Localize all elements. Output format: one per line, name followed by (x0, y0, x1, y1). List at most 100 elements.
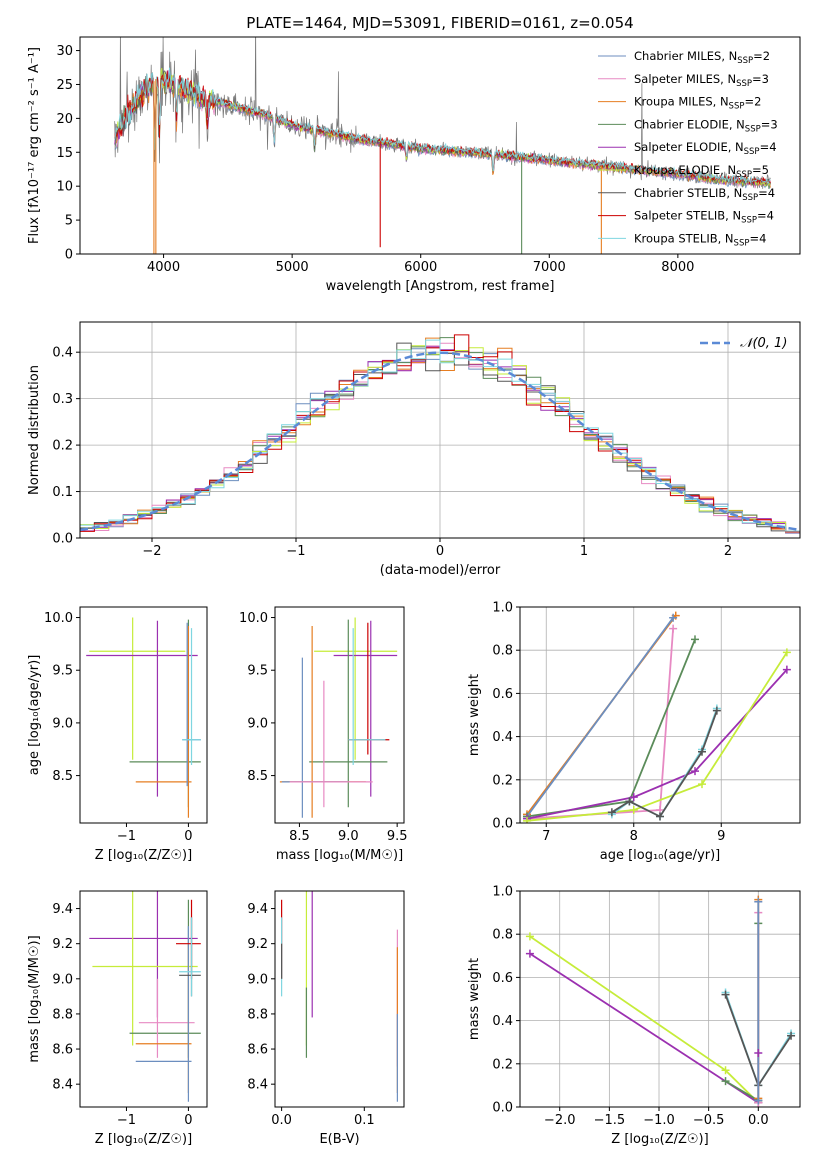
y-tick-label: 0.3 (52, 392, 73, 407)
y-tick-label: 8.5 (247, 769, 268, 784)
age-vs-mass-frame: 8.5 9.0 9.5 8.5 9.0 9.5 10.0 mass [log₁₀(M/M☉)] (239, 606, 408, 863)
y-tick-label: 0.2 (492, 773, 513, 788)
legend-name: Kroupa MILES, N (634, 95, 729, 109)
legend-name: Kroupa ELODIE, N (634, 163, 736, 177)
errorbar (89, 891, 198, 1018)
legend-name: Salpeter ELODIE, N (634, 140, 744, 154)
mass-weight-marker (625, 797, 634, 806)
mass-weight-marker (754, 897, 763, 906)
mass-weight-line (526, 651, 788, 822)
x-axis-label: Z [log₁₀(Z/Z☉)] (95, 848, 192, 863)
y-tick-label: 8.8 (52, 1007, 73, 1022)
y-tick-label: 0.8 (492, 644, 513, 659)
legend-subscript: SSP (736, 170, 752, 180)
spectrum-plot-area (114, 37, 771, 254)
mass-weight-marker (669, 613, 678, 622)
y-tick-label: 0.1 (52, 485, 73, 500)
y-tick-label: 9.4 (52, 902, 73, 917)
legend-value: =4 (758, 186, 775, 200)
mass-weight-marker (712, 706, 721, 715)
legend-entry: Salpeter STELIB, NSSP=4 (634, 209, 774, 226)
x-tick-label: 0 (184, 829, 192, 844)
legend-subscript: SSP (744, 147, 760, 157)
errorbar (281, 657, 349, 818)
y-axis-label: Flux [fλ10⁻¹⁷ erg cm⁻² s⁻¹ A⁻¹] (27, 47, 42, 244)
mass-weight-marker (691, 635, 699, 644)
x-tick-label: −2 (142, 544, 161, 559)
y-tick-label: 0.2 (492, 1057, 513, 1072)
mass-weight-marker (782, 648, 791, 657)
y-tick-label: 9.4 (247, 902, 268, 917)
legend-name: Salpeter STELIB, N (634, 209, 741, 223)
x-tick-label: 2 (724, 544, 732, 559)
mass-weight-marker (721, 1077, 730, 1086)
axes-frame (79, 890, 208, 1108)
y-axis-label: Normed distribution (27, 365, 42, 495)
legend-name: Chabrier ELODIE, N (634, 117, 745, 131)
x-tick-label: −1 (117, 1113, 136, 1128)
x-tick-label: −1 (117, 829, 136, 844)
y-tick-label: 8.4 (52, 1078, 73, 1093)
mass-weight-marker (754, 1049, 763, 1057)
mass-vs-EBV-frame: 0.0 0.1 8.4 8.6 8.8 9.0 9.2 9.4 E(B-V) (247, 890, 405, 1147)
legend-name: Salpeter MILES, N (634, 72, 736, 86)
y-tick-label: 8.8 (247, 1007, 268, 1022)
x-axis-label: mass [log₁₀(M/M☉)] (276, 848, 403, 863)
y-tick-label: 8.4 (247, 1078, 268, 1093)
legend-value: =4 (757, 209, 774, 223)
errorbar (289, 680, 373, 808)
age-vs-mass-plot-area (279, 617, 398, 818)
x-tick-label: 8000 (661, 260, 694, 275)
residuals-frame: −2 −1 0 1 2 0.0 0.1 0.2 0.3 0.4 (data-model)/error… (27, 321, 801, 578)
x-tick-label: 9.5 (387, 829, 408, 844)
mass-weight-marker (669, 624, 678, 633)
errorbar (129, 619, 201, 808)
x-tick-label: −2.0 (544, 1113, 576, 1128)
y-tick-label: 8.6 (247, 1043, 268, 1058)
x-tick-label: 0.1 (354, 1113, 375, 1128)
mass-weight-marker (721, 990, 730, 999)
mass-vs-Z-frame: −1 0 8.4 8.6 8.8 9.0 9.2 9.4 Z [log₁₀(Z/Z☉)] mass… (27, 890, 208, 1147)
errorbar (179, 917, 201, 997)
massweight-vs-Z-frame: −2.0 −1.5 −1.0 −0.5 0.0 0.0 0.2 0.4 0.6 0.8 1.0 Z [… (467, 885, 801, 1147)
y-tick-label: 0.6 (492, 971, 513, 986)
legend-name: Chabrier MILES, N (634, 49, 737, 63)
x-tick-label: 7 (542, 829, 550, 844)
mass-weight-line (529, 952, 759, 1104)
mass-weight-line (611, 708, 718, 818)
x-axis-label: age [log₁₀(age/yr)] (600, 848, 721, 863)
legend-subscript: SSP (745, 124, 761, 134)
y-tick-label: 0.4 (492, 1014, 513, 1029)
mass-weight-marker (525, 949, 534, 958)
errorbar (182, 628, 201, 766)
y-tick-label: 0.6 (492, 687, 513, 702)
y-tick-label: 8.5 (52, 769, 73, 784)
spectrum-panel (114, 37, 771, 254)
x-tick-label: 0.0 (748, 1113, 769, 1128)
x-tick-label: 0 (436, 544, 444, 559)
massweight-vs-Z-plot-area (525, 895, 796, 1107)
legend-value: =2 (753, 49, 770, 63)
y-tick-label: 9.0 (247, 716, 268, 731)
mass-weight-marker (523, 816, 531, 823)
massweight-vs-age-frame: 7 8 9 0.0 0.2 0.4 0.6 0.8 1.0 age [log₁₀(age/yr)]… (467, 601, 801, 863)
legend-value: =5 (752, 163, 769, 177)
y-tick-label: 1.0 (492, 885, 513, 900)
model-spectrum (114, 67, 771, 185)
y-tick-label: 1.0 (492, 601, 513, 616)
y-tick-label: 0.2 (52, 439, 73, 454)
mass-weight-marker (656, 812, 664, 821)
mass-weight-marker (629, 793, 638, 802)
x-tick-label: −1.0 (643, 1113, 675, 1128)
errorbar (348, 628, 386, 766)
legend-entry: Chabrier ELODIE, NSSP=3 (634, 117, 778, 134)
massweight-vs-age-plot-area (523, 611, 791, 823)
y-tick-label: 0.0 (52, 532, 73, 547)
legend-value: =2 (744, 95, 761, 109)
y-tick-label: 9.5 (52, 664, 73, 679)
legend-name: Kroupa STELIB, N (634, 231, 734, 245)
mass-weight-marker (691, 767, 699, 776)
errorbar (348, 622, 390, 755)
mass-weight-marker (698, 747, 706, 756)
y-tick-label: 0.0 (492, 1101, 513, 1116)
